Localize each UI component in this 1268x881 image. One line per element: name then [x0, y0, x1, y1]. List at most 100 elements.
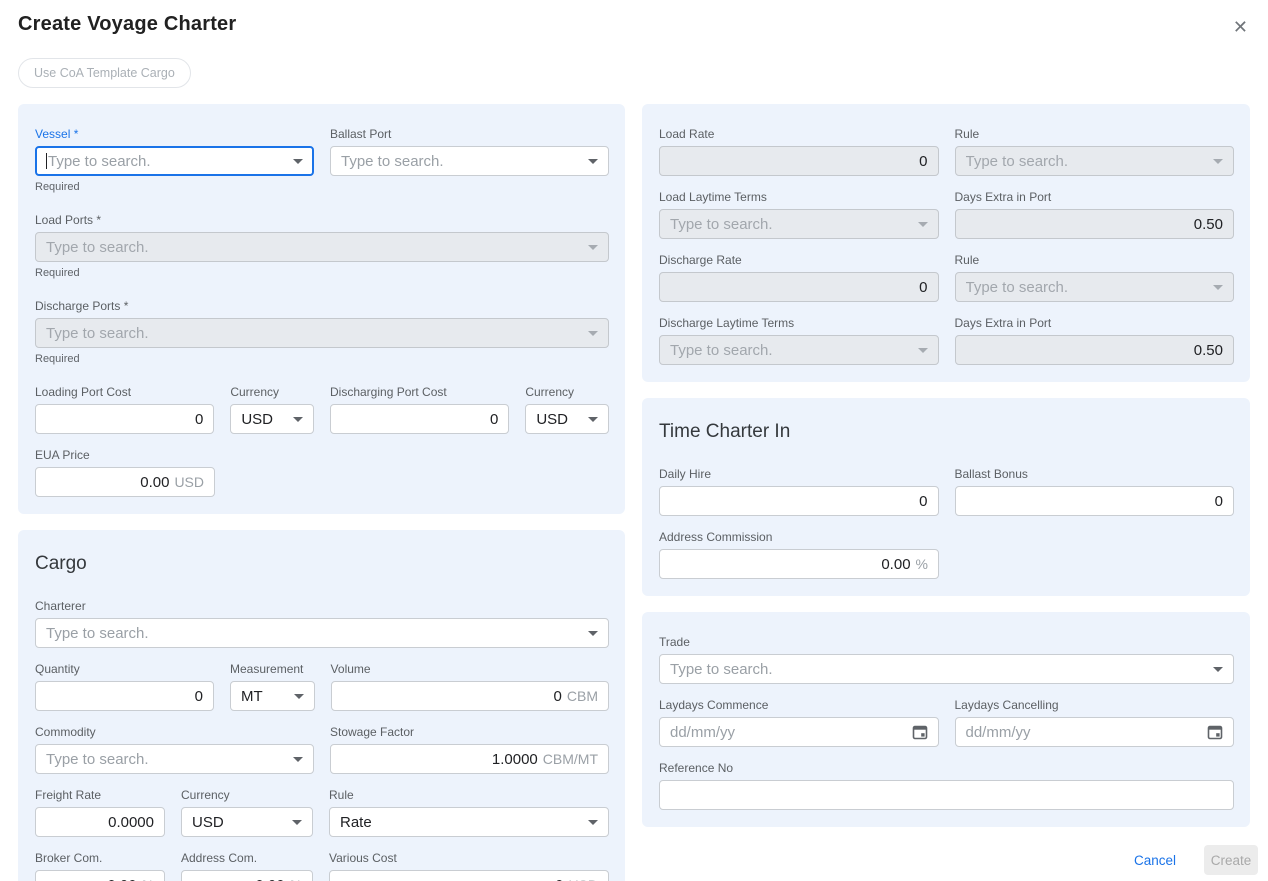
ballast-bonus-input[interactable]: 0: [954, 486, 1234, 516]
chevron-down-icon[interactable]: [588, 819, 598, 825]
trade-label: Trade: [659, 635, 690, 649]
chevron-down-icon[interactable]: [588, 630, 598, 636]
address-commission-input[interactable]: 0.00 %: [659, 549, 939, 579]
address-com-suffix: %: [290, 877, 302, 881]
chevron-down-icon: [588, 330, 598, 336]
discharge-rule-placeholder: Type to search.: [965, 278, 1069, 296]
stowage-factor-suffix: CBM/MT: [542, 751, 598, 767]
chevron-down-icon[interactable]: [293, 158, 303, 164]
chevron-down-icon[interactable]: [293, 756, 303, 762]
load-rate-input: 0: [659, 146, 939, 176]
eua-price-value: 0.00: [140, 473, 170, 491]
chevron-down-icon: [1213, 158, 1223, 164]
freight-rate-value: 0.0000: [108, 813, 154, 831]
loading-currency-label: Currency: [230, 385, 279, 399]
broker-com-value: 0.00: [46, 877, 136, 881]
discharging-port-cost-input[interactable]: 0: [330, 404, 510, 434]
freight-currency-select[interactable]: USD: [181, 807, 313, 837]
broker-com-input[interactable]: 0.00 %: [35, 870, 165, 881]
chevron-down-icon[interactable]: [1213, 666, 1223, 672]
address-com-value: 0.00: [192, 877, 284, 881]
close-icon[interactable]: ✕: [1232, 17, 1248, 37]
daily-hire-input[interactable]: 0: [659, 486, 939, 516]
dialog-header: Create Voyage Charter ✕: [18, 0, 1250, 40]
use-coa-template-cargo-button[interactable]: Use CoA Template Cargo: [18, 58, 191, 88]
rule-select[interactable]: Rate: [329, 807, 609, 837]
broker-com-suffix: %: [142, 877, 154, 881]
commodity-input[interactable]: Type to search.: [35, 744, 314, 774]
vessel-placeholder: Type to search.: [48, 152, 151, 170]
loading-currency-select[interactable]: USD: [230, 404, 314, 434]
load-ports-required-helper: Required: [35, 267, 80, 279]
left-column: Vessel * Type to search. Required Ballas…: [18, 104, 625, 881]
volume-value: 0: [553, 687, 562, 705]
various-cost-label: Various Cost: [329, 851, 397, 865]
broker-com-label: Broker Com.: [35, 851, 103, 865]
chevron-down-icon[interactable]: [588, 416, 598, 422]
chevron-down-icon[interactable]: [293, 693, 304, 699]
eua-price-input[interactable]: 0.00 USD: [35, 467, 215, 497]
load-rate-label: Load Rate: [659, 127, 715, 141]
stowage-factor-input[interactable]: 1.0000 CBM/MT: [330, 744, 609, 774]
measurement-value: MT: [241, 687, 263, 705]
address-com-label: Address Com.: [181, 851, 258, 865]
loading-port-cost-value: 0: [194, 410, 204, 428]
dialog-body: Vessel * Type to search. Required Ballas…: [18, 104, 1250, 881]
loading-port-cost-input[interactable]: 0: [35, 404, 215, 434]
ballast-port-label: Ballast Port: [330, 127, 392, 141]
chevron-down-icon: [588, 244, 598, 250]
chevron-down-icon: [1213, 284, 1223, 290]
measurement-select[interactable]: MT: [230, 681, 315, 711]
trade-input[interactable]: Type to search.: [659, 654, 1234, 684]
loading-port-cost-label: Loading Port Cost: [35, 385, 132, 399]
discharge-ports-required-helper: Required: [35, 353, 80, 365]
create-button[interactable]: Create: [1204, 845, 1258, 875]
daily-hire-label: Daily Hire: [659, 467, 712, 481]
quantity-input[interactable]: 0: [35, 681, 215, 711]
discharge-rate-value: 0: [919, 278, 928, 296]
discharging-currency-value: USD: [536, 410, 568, 428]
load-rule-label: Rule: [954, 127, 980, 141]
load-days-extra-label: Days Extra in Port: [954, 190, 1052, 204]
cancel-button[interactable]: Cancel: [1133, 852, 1176, 868]
right-column: Load Rate 0 Rule Type to search.: [642, 104, 1250, 827]
volume-input[interactable]: 0 CBM: [330, 681, 609, 711]
commodity-label: Commodity: [35, 725, 96, 739]
text-cursor: [46, 153, 47, 169]
freight-rate-label: Freight Rate: [35, 788, 102, 802]
laydays-cancelling-input[interactable]: dd/mm/yy: [954, 717, 1234, 747]
address-com-input[interactable]: 0.00 %: [181, 870, 313, 881]
quantity-value: 0: [194, 687, 204, 705]
chevron-down-icon[interactable]: [588, 158, 598, 164]
laydays-commence-input[interactable]: dd/mm/yy: [659, 717, 939, 747]
loading-currency-value: USD: [241, 410, 273, 428]
discharge-days-extra-value: 0.50: [1193, 341, 1223, 359]
various-cost-suffix: USD: [568, 877, 598, 881]
calendar-icon[interactable]: [912, 724, 928, 740]
reference-no-label: Reference No: [659, 761, 734, 775]
load-days-extra-value: 0.50: [1193, 215, 1223, 233]
calendar-icon[interactable]: [1207, 724, 1223, 740]
discharge-laytime-terms-label: Discharge Laytime Terms: [659, 316, 795, 330]
chevron-down-icon[interactable]: [292, 819, 302, 825]
trade-placeholder: Type to search.: [670, 660, 773, 678]
ballast-bonus-label: Ballast Bonus: [954, 467, 1028, 481]
load-ports-label: Load Ports *: [35, 213, 102, 227]
load-ports-input: Type to search.: [35, 232, 609, 262]
vessel-input[interactable]: Type to search.: [35, 146, 314, 176]
chevron-down-icon[interactable]: [293, 416, 303, 422]
laydays-commence-placeholder: dd/mm/yy: [670, 723, 736, 741]
discharging-currency-select[interactable]: USD: [525, 404, 609, 434]
ballast-port-input[interactable]: Type to search.: [330, 146, 609, 176]
commodity-placeholder: Type to search.: [46, 750, 149, 768]
load-days-extra-input: 0.50: [954, 209, 1234, 239]
charterer-input[interactable]: Type to search.: [35, 618, 609, 648]
discharge-ports-label: Discharge Ports *: [35, 299, 129, 313]
discharge-laytime-terms-input: Type to search.: [659, 335, 939, 365]
load-laytime-terms-placeholder: Type to search.: [670, 215, 773, 233]
rule-value: Rate: [340, 813, 372, 831]
reference-no-input[interactable]: [659, 780, 1234, 810]
laydays-commence-label: Laydays Commence: [659, 698, 769, 712]
freight-rate-input[interactable]: 0.0000: [35, 807, 165, 837]
various-cost-input[interactable]: 0 USD: [329, 870, 609, 881]
